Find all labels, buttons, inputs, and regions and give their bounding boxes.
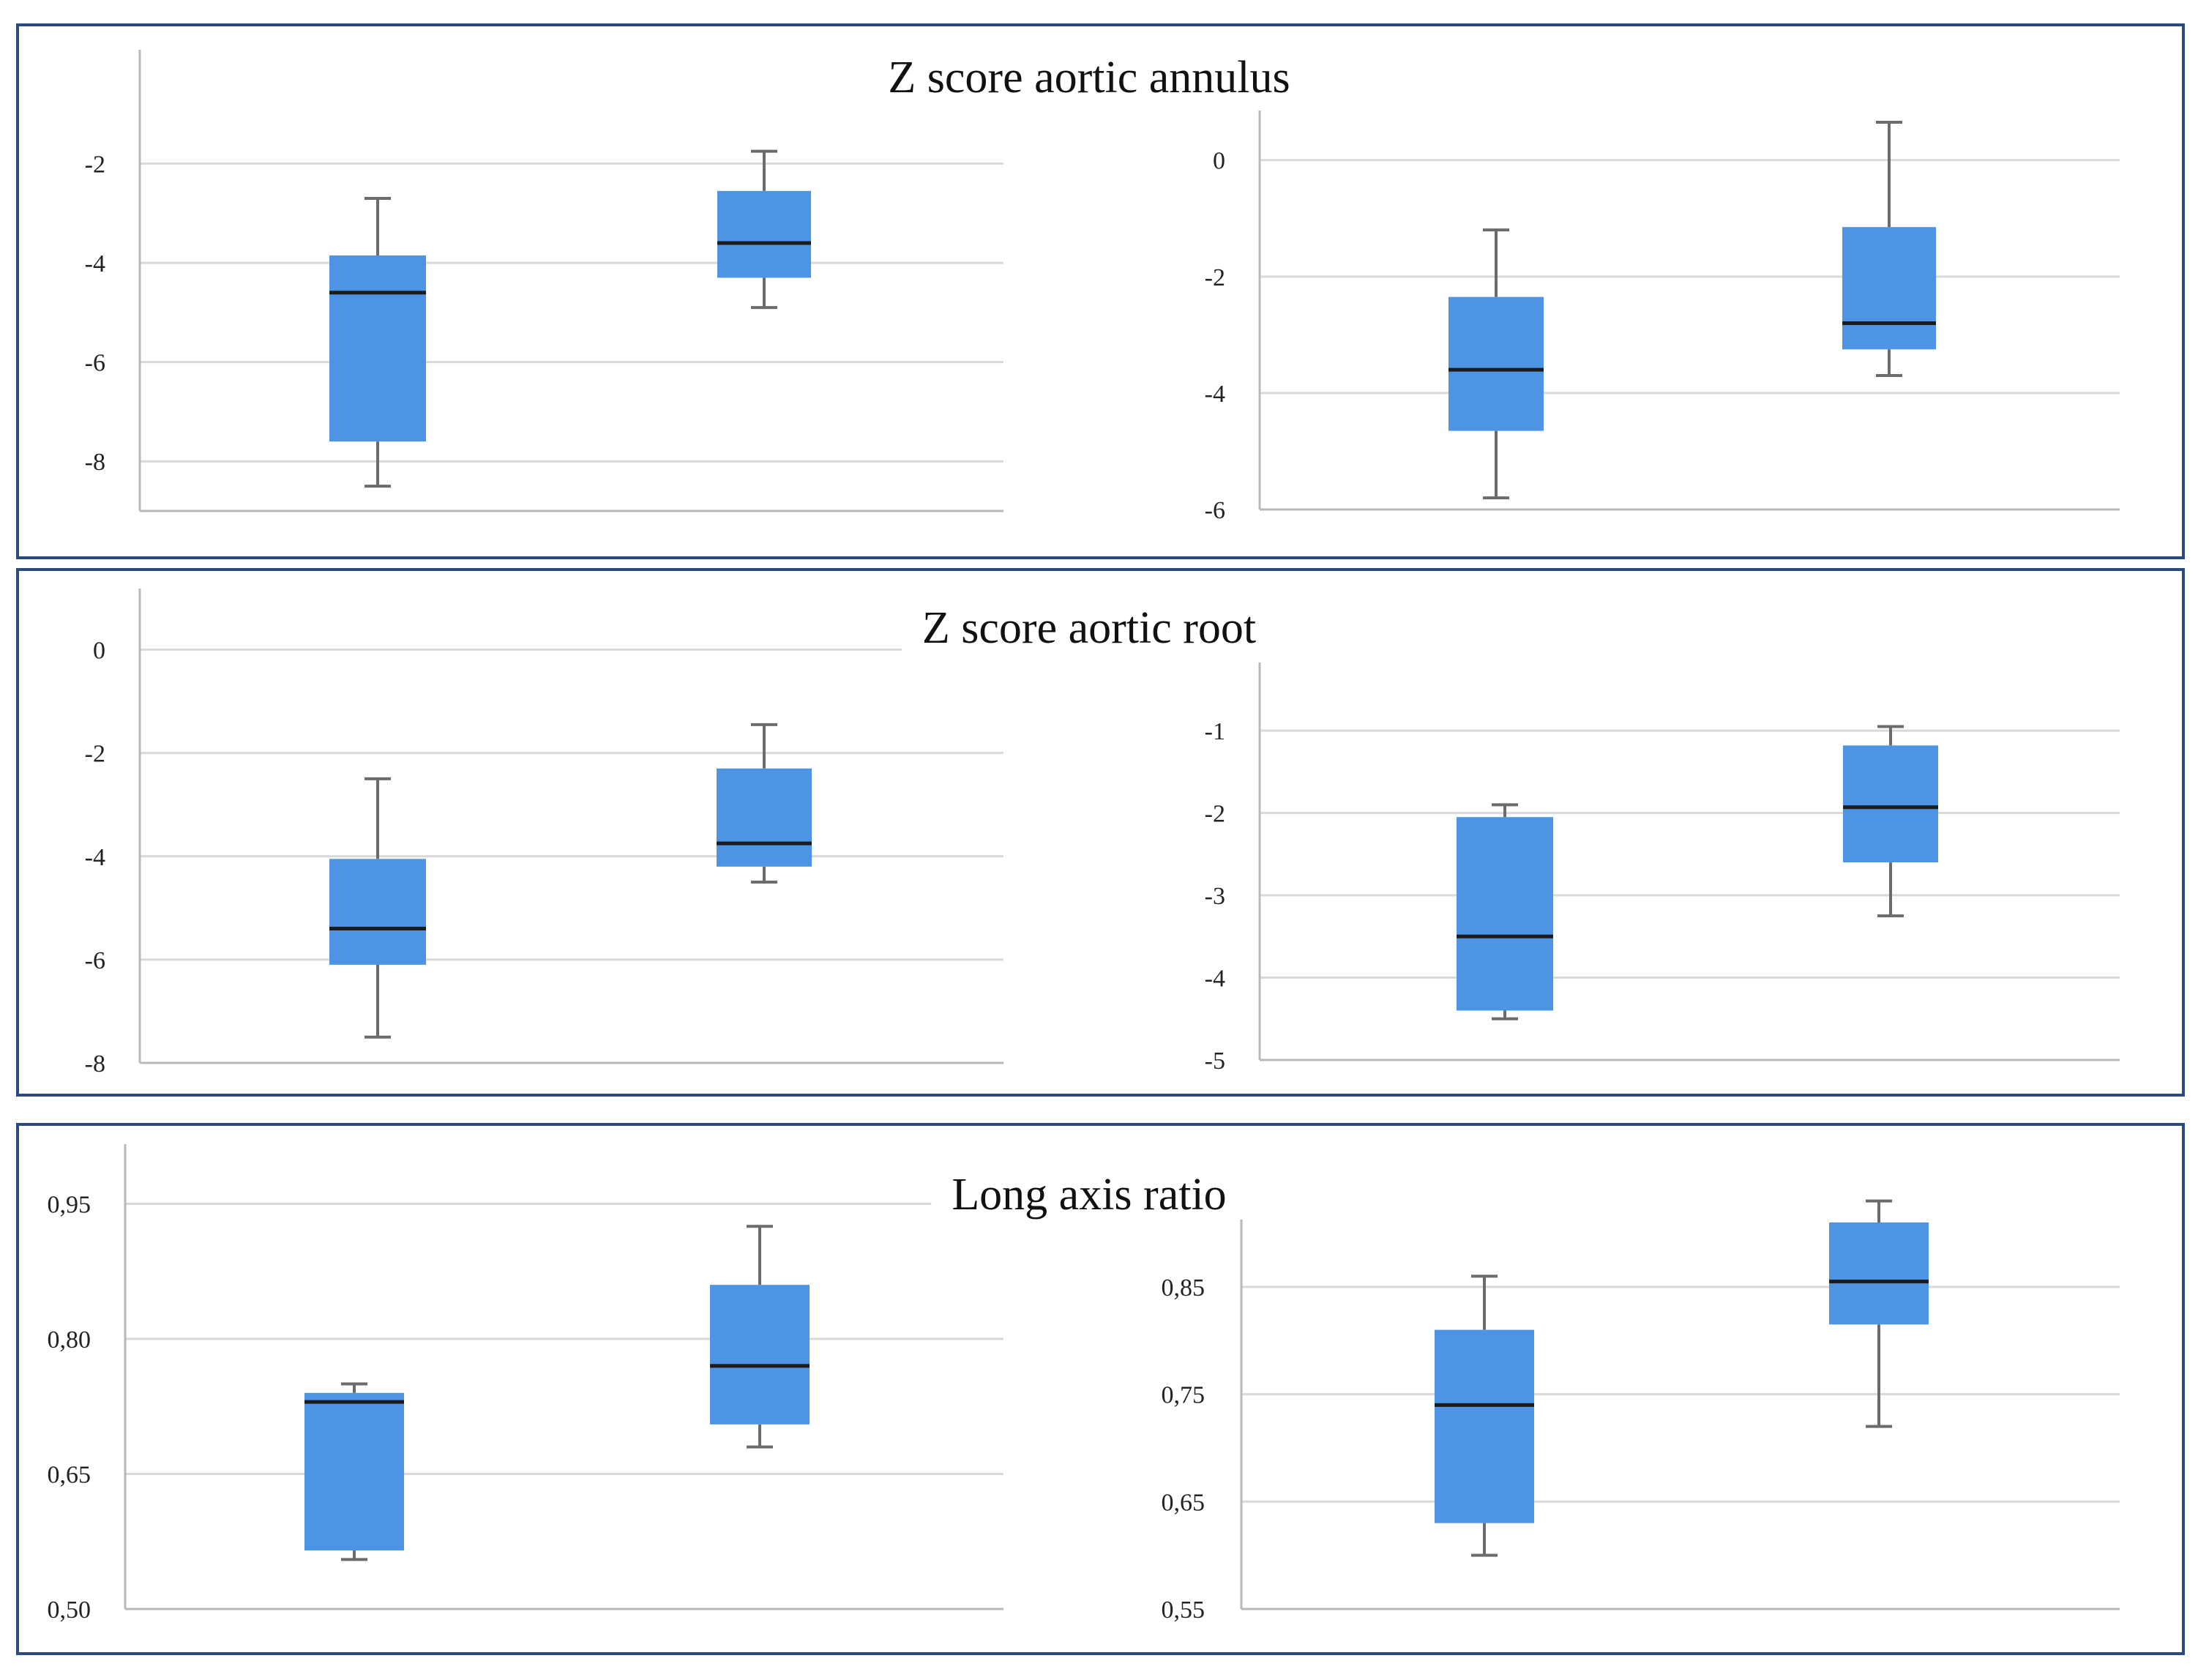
iqr-box [1842,227,1936,350]
annulus-left-chart: -8 -6 -4 -2 [85,50,1003,512]
y-tick-label: -5 [1205,1048,1225,1075]
iqr-box [304,1392,404,1551]
panel-long-axis-ratio: 0,50 0,65 0,80 0,95 0,55 0,65 0,75 0,85 Long a… [16,1123,2185,1655]
panel-aortic-root: -8 -6 -4 -2 0 -5 -4 -3 -2 -1 Z score aortic root [16,568,2185,1097]
iqr-box [1829,1222,1929,1325]
iqr-box [1448,296,1544,431]
y-tick-label: 0 [93,638,105,665]
iqr-box [329,255,426,442]
panel-title: Long axis ratio [931,1170,1247,1220]
y-tick-label: -2 [85,741,105,768]
y-tick-label: -4 [85,844,105,871]
root-right-chart: -5 -4 -3 -2 -1 [1205,662,2120,1075]
y-tick-label: -4 [1205,966,1225,993]
y-tick-label: -6 [85,350,105,377]
y-tick-label: 0,95 [48,1192,91,1219]
iqr-box [1457,817,1553,1011]
panel-aortic-annulus: -8 -6 -4 -2 -6 -4 -2 0 Z score aortic annulus [16,23,2185,559]
y-tick-label: 0 [1213,148,1225,175]
panel-title: Z score aortic root [901,603,1277,654]
annulus-right-chart: -6 -4 -2 0 [1205,111,2120,524]
y-tick-label: -8 [85,1050,105,1078]
y-tick-label: 0,65 [1162,1489,1205,1516]
y-tick-label: 0,80 [48,1326,91,1354]
y-tick-label: 0,65 [48,1462,91,1489]
iqr-box [1843,745,1938,863]
y-tick-label: -2 [1205,801,1225,828]
y-tick-label: -8 [85,449,105,476]
y-tick-label: 0,85 [1162,1274,1205,1302]
y-tick-label: -3 [1205,883,1225,910]
y-tick-label: -4 [85,250,105,277]
y-tick-label: -4 [1205,381,1225,408]
y-tick-label: -2 [1205,264,1225,291]
y-tick-label: 0,55 [1162,1597,1205,1624]
y-tick-label: -6 [1205,497,1225,524]
iqr-box [717,768,812,867]
iqr-box [710,1285,810,1425]
y-tick-label: 0,50 [48,1597,91,1624]
panel-title: Z score aortic annulus [867,53,1311,103]
iqr-box [717,190,811,278]
y-tick-label: -2 [85,152,105,179]
y-tick-label: 0,75 [1162,1382,1205,1409]
y-tick-label: -6 [85,947,105,974]
iqr-box [329,859,426,965]
iqr-box [1435,1329,1534,1523]
ratio-right-chart: 0,55 0,65 0,75 0,85 [1162,1199,2120,1624]
y-tick-label: -1 [1205,718,1225,745]
root-left-chart: -8 -6 -4 -2 0 [85,589,1003,1078]
ratio-left-chart: 0,50 0,65 0,80 0,95 [48,1144,1003,1624]
